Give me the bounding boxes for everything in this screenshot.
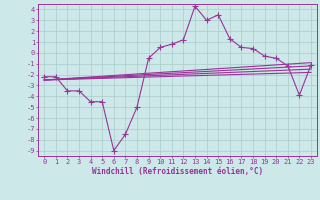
X-axis label: Windchill (Refroidissement éolien,°C): Windchill (Refroidissement éolien,°C): [92, 167, 263, 176]
